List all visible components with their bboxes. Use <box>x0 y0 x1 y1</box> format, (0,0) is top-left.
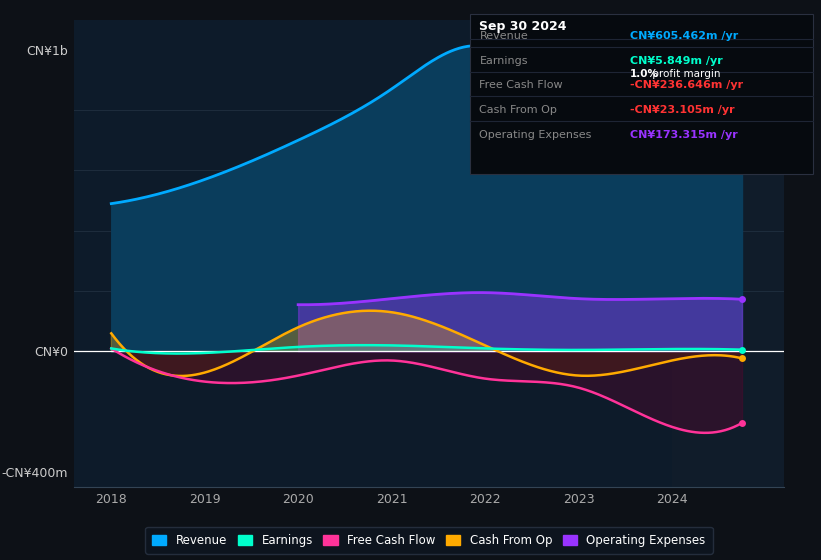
Text: Sep 30 2024: Sep 30 2024 <box>479 20 567 32</box>
Bar <box>672 20 784 487</box>
Text: CN¥605.462m /yr: CN¥605.462m /yr <box>630 31 738 41</box>
Text: Revenue: Revenue <box>479 31 528 41</box>
Text: -CN¥236.646m /yr: -CN¥236.646m /yr <box>630 81 743 91</box>
Text: Cash From Op: Cash From Op <box>479 105 557 115</box>
Text: 1.0%: 1.0% <box>630 69 658 80</box>
Legend: Revenue, Earnings, Free Cash Flow, Cash From Op, Operating Expenses: Revenue, Earnings, Free Cash Flow, Cash … <box>145 526 713 554</box>
Text: CN¥173.315m /yr: CN¥173.315m /yr <box>630 130 737 140</box>
Text: Earnings: Earnings <box>479 56 528 66</box>
Text: Operating Expenses: Operating Expenses <box>479 130 592 140</box>
Text: profit margin: profit margin <box>649 69 720 80</box>
Text: CN¥5.849m /yr: CN¥5.849m /yr <box>630 56 722 66</box>
Text: Free Cash Flow: Free Cash Flow <box>479 81 563 91</box>
Text: -CN¥23.105m /yr: -CN¥23.105m /yr <box>630 105 734 115</box>
